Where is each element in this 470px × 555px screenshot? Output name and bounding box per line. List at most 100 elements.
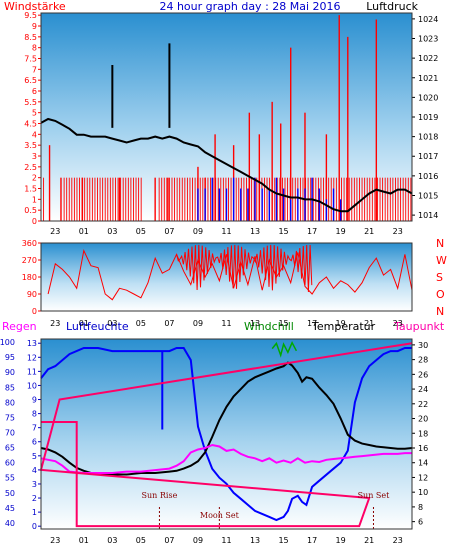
x-tick-label: 19 (336, 227, 346, 236)
right-tick-label: 1018 (418, 133, 438, 142)
x-tick-label: 15 (278, 319, 288, 328)
left-tick-label: 3.5 (24, 141, 37, 150)
rain-tick-label: 6 (32, 438, 37, 447)
temperature-tick-label: 16 (418, 444, 428, 453)
rain-tick-label: 10 (27, 381, 37, 390)
x-tick-label: 17 (307, 227, 317, 236)
windchill-line (271, 340, 298, 358)
rain-line (39, 342, 413, 528)
x-tick-label: 13 (250, 319, 260, 328)
humidity-tick-label: 100 (0, 338, 15, 347)
left-tick-label: 3 (32, 152, 37, 161)
x-tick-label: 03 (107, 319, 117, 328)
x-tick-label: 09 (193, 536, 203, 545)
x-tick-label: 13 (250, 536, 260, 545)
x-tick-label: 05 (136, 536, 146, 545)
temperature-tick-label: 18 (418, 429, 428, 438)
rain-tick-label: 8 (32, 410, 37, 419)
x-tick-label: 23 (50, 536, 60, 545)
left-tick-label: 1.5 (24, 185, 37, 194)
humidity-tick-label: 70 (5, 428, 15, 437)
left-tick-label: 7 (32, 65, 37, 74)
left-tick-label: 4 (32, 130, 37, 139)
left-tick-label: 2 (32, 174, 37, 183)
humidity-tick-label: 85 (5, 383, 15, 392)
temperature-tick-label: 10 (418, 488, 428, 497)
left-tick-label: 8 (32, 44, 37, 53)
direction-tick-label: 90 (27, 290, 37, 299)
temperature-tick-label: 28 (418, 356, 428, 365)
x-tick-label: 23 (393, 536, 403, 545)
left-tick-label: 5 (32, 109, 37, 118)
wind-direction-plot-area (41, 243, 412, 311)
temperature-tick-label: 8 (418, 503, 423, 512)
rain-tick-label: 1 (32, 508, 37, 517)
x-tick-label: 21 (364, 536, 374, 545)
right-tick-label: 1022 (418, 54, 438, 63)
rain-tick-label: 13 (27, 339, 37, 348)
temperature-tick-label: 12 (418, 473, 428, 482)
humidity-tick-label: 90 (5, 368, 15, 377)
left-tick-label: 7.5 (24, 55, 37, 64)
rain-tick-label: 2 (32, 494, 37, 503)
x-tick-label: 11 (221, 227, 231, 236)
left-tick-label: 9.5 (24, 11, 37, 20)
taupunkt-label: Taupunkt (393, 320, 445, 333)
x-tick-label: 23 (50, 227, 60, 236)
humidity-tick-label: 65 (5, 444, 15, 453)
left-tick-label: 2.5 (24, 163, 37, 172)
left-tick-label: 4.5 (24, 120, 37, 129)
humidity-tick-label: 50 (5, 489, 15, 498)
compass-label: N (436, 237, 444, 250)
humidity-tick-label: 95 (5, 353, 15, 362)
rain-tick-label: 4 (32, 466, 37, 475)
right-tick-label: 1024 (418, 15, 438, 24)
humidity-tick-label: 75 (5, 413, 15, 422)
x-tick-label: 17 (307, 536, 317, 545)
compass-label: N (436, 305, 444, 318)
left-tick-label: 8.5 (24, 33, 37, 42)
x-tick-label: 01 (79, 536, 89, 545)
x-tick-label: 21 (364, 319, 374, 328)
x-tick-label: 13 (250, 227, 260, 236)
left-tick-label: 1 (32, 195, 37, 204)
compass-label: O (436, 288, 445, 301)
event-label: Sun Set (358, 491, 391, 500)
x-tick-label: 17 (307, 319, 317, 328)
x-tick-label: 23 (50, 319, 60, 328)
x-tick-label: 23 (393, 227, 403, 236)
event-label: Sun Rise (142, 491, 178, 500)
x-tick-label: 11 (221, 536, 231, 545)
rain-tick-label: 5 (32, 452, 37, 461)
x-tick-label: 11 (221, 319, 231, 328)
left-tick-label: 9 (32, 22, 37, 31)
temperatur-label: Temperatur (311, 320, 376, 333)
temperature-tick-label: 24 (418, 385, 428, 394)
left-tick-label: 6.5 (24, 76, 37, 85)
rain-tick-label: 11 (27, 367, 37, 376)
rain-tick-label: 7 (32, 424, 37, 433)
dewpoint-line (40, 443, 412, 474)
rain-tick-label: 3 (32, 480, 37, 489)
humidity-temperature-plot-area (41, 339, 412, 529)
right-tick-label: 1017 (418, 152, 438, 161)
left-tick-label: 0.5 (24, 206, 37, 215)
right-tick-label: 1019 (418, 113, 438, 122)
temperature-tick-label: 30 (418, 341, 428, 350)
x-tick-label: 15 (278, 227, 288, 236)
temperature-tick-label: 26 (418, 370, 428, 379)
x-tick-label: 01 (79, 319, 89, 328)
x-tick-label: 19 (336, 536, 346, 545)
temperature-tick-label: 22 (418, 400, 428, 409)
pressure-line (40, 117, 413, 213)
humidity-tick-label: 80 (5, 398, 15, 407)
temperature-tick-label: 20 (418, 415, 428, 424)
compass-label: S (436, 271, 443, 284)
humidity-tick-label: 55 (5, 474, 15, 483)
windstaerke-label: Windstärke (4, 0, 66, 13)
rain-tick-label: 0 (32, 522, 37, 531)
left-tick-label: 5.5 (24, 98, 37, 107)
x-tick-label: 05 (136, 227, 146, 236)
